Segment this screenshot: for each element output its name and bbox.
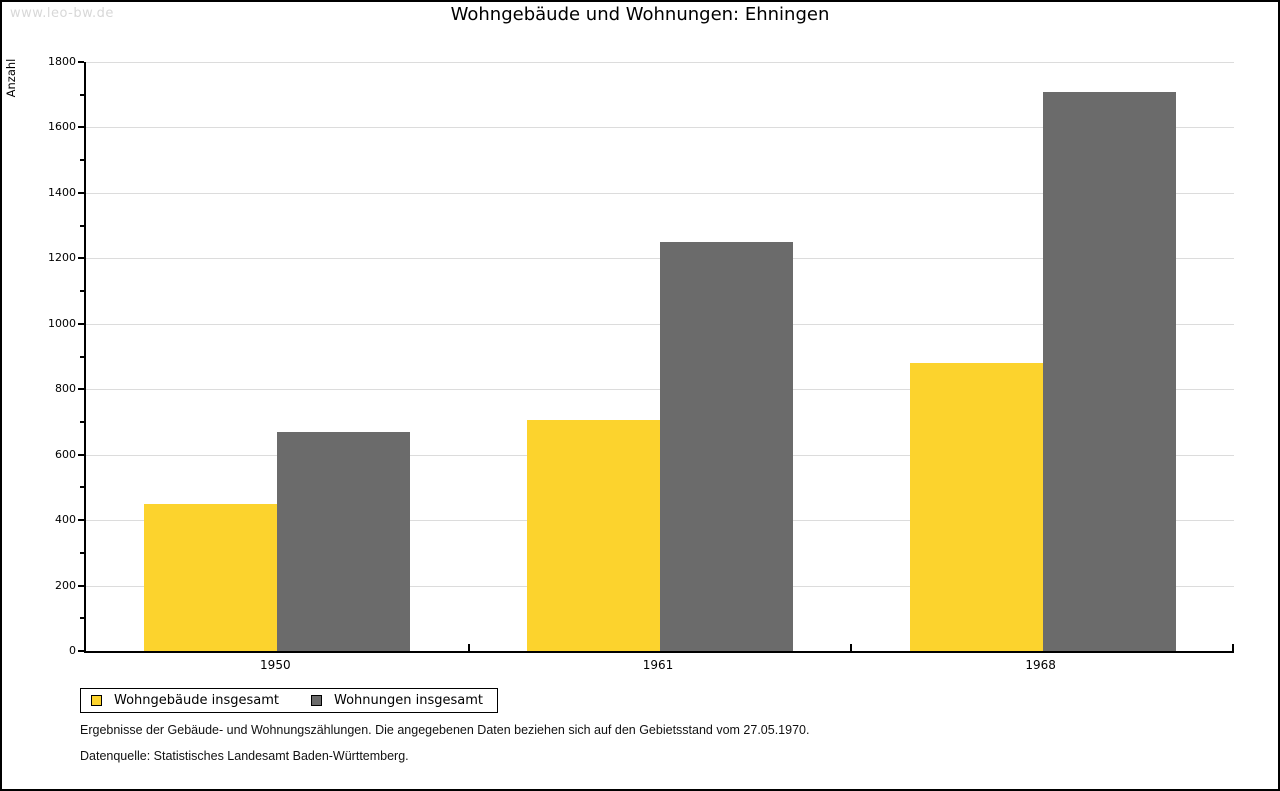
x-axis-category-label: 1968 [1025, 658, 1056, 672]
y-axis-minor-tick [80, 159, 84, 162]
legend: Wohngebäude insgesamt Wohnungen insgesam… [80, 688, 498, 713]
y-axis-major-tick [78, 61, 84, 63]
y-axis-major-tick [78, 453, 84, 456]
y-axis-major-tick [78, 650, 84, 652]
x-axis-tick [1232, 644, 1234, 651]
watermark-text: www.leo-bw.de [10, 6, 114, 21]
x-axis-category-label: 1950 [260, 658, 291, 672]
bar-1961-wohngebaeude [527, 420, 660, 651]
y-axis-tick-label: 1400 [48, 185, 76, 199]
gridline [86, 192, 1234, 194]
y-axis-major-tick [78, 519, 84, 522]
y-axis-major-tick [78, 388, 84, 391]
gridline [86, 127, 1234, 129]
y-axis-minor-tick [80, 93, 84, 96]
y-axis-minor-tick [80, 617, 84, 620]
y-axis-major-tick [78, 126, 84, 129]
y-axis-major-tick [78, 322, 84, 325]
y-axis-minor-tick [80, 290, 84, 293]
bar-1950-wohnungen [277, 431, 411, 651]
y-axis-major-tick [78, 584, 84, 587]
y-axis-tick-label: 1800 [48, 55, 76, 68]
y-axis-tick-label: 1200 [48, 251, 76, 265]
y-axis-title: Anzahl [4, 58, 18, 98]
x-axis-tick [468, 644, 470, 651]
gridline [86, 62, 1234, 63]
plot-area [84, 62, 1234, 653]
y-axis-tick-label: 200 [55, 578, 76, 592]
bar-1968-wohngebaeude [909, 363, 1043, 651]
bar-1961-wohnungen [660, 242, 793, 651]
footer-datasource: Datenquelle: Statistisches Landesamt Bad… [80, 749, 409, 763]
y-axis-tick-label: 800 [55, 382, 76, 396]
y-axis-major-tick [78, 257, 84, 260]
y-axis-minor-tick [80, 224, 84, 227]
legend-swatch-wohngebaeude [91, 695, 102, 706]
y-axis-tick-label: 400 [55, 513, 76, 527]
legend-label-wohnungen: Wohnungen insgesamt [334, 693, 483, 708]
y-axis-tick-label: 0 [69, 644, 76, 657]
x-axis-tick [850, 644, 852, 651]
footer-note: Ergebnisse der Gebäude- und Wohnungszähl… [80, 723, 810, 737]
chart-title: Wohngebäude und Wohnungen: Ehningen [450, 4, 830, 25]
y-axis-major-tick [78, 191, 84, 194]
y-axis-tick-label: 1600 [48, 120, 76, 134]
y-axis-minor-tick [80, 551, 84, 554]
bar-1968-wohnungen [1042, 91, 1176, 651]
legend-label-wohngebaeude: Wohngebäude insgesamt [114, 693, 279, 708]
y-axis-minor-tick [80, 420, 84, 423]
y-axis-tick-label: 1000 [48, 316, 76, 330]
y-axis-minor-tick [80, 355, 84, 358]
y-axis-tick-label: 600 [55, 447, 76, 461]
y-axis-minor-tick [80, 486, 84, 489]
legend-swatch-wohnungen [311, 695, 322, 706]
x-axis-category-label: 1961 [642, 658, 674, 672]
bar-1950-wohngebaeude [144, 503, 278, 651]
